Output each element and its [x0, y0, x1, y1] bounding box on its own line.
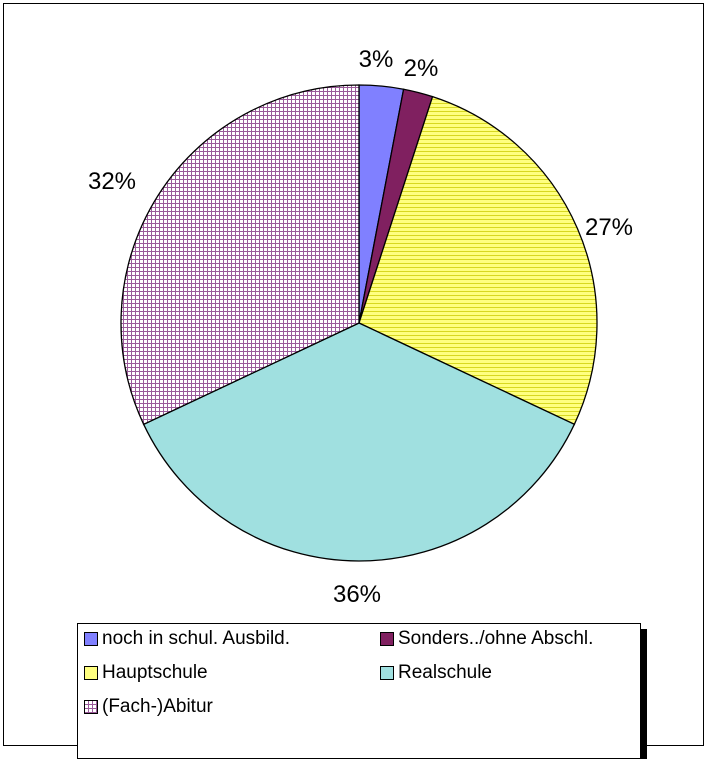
legend-label: (Fach-)Abitur: [102, 696, 213, 717]
pie-slice-realschule: [142, 322, 576, 562]
legend-item-noch-in-schul-ausbild: noch in schul. Ausbild.: [84, 628, 290, 650]
legend-item-realschule: Realschule: [380, 662, 492, 684]
legend: noch in schul. Ausbild. Sonders../ohne A…: [77, 623, 641, 759]
legend-item-hauptschule: Hauptschule: [84, 662, 208, 684]
legend-swatch: [84, 666, 98, 680]
legend-label: Hauptschule: [102, 662, 208, 683]
legend-label: Realschule: [398, 662, 492, 683]
legend-label: Sonders../ohne Abschl.: [398, 628, 594, 649]
data-label: 32%: [88, 168, 136, 195]
pie-chart: 3% 2% 27% 36% 32%: [88, 46, 633, 608]
data-label: 3%: [359, 46, 394, 73]
legend-swatch: [380, 632, 394, 646]
pie-slice-hauptschule: [358, 95, 598, 426]
legend-swatch: [84, 632, 98, 646]
legend-swatch: [84, 700, 98, 714]
data-label: 27%: [585, 214, 633, 241]
pie-slice-fach-abitur: [120, 84, 360, 426]
legend-swatch: [380, 666, 394, 680]
data-label: 36%: [333, 581, 381, 608]
legend-item-sonders-ohne-abschl: Sonders../ohne Abschl.: [380, 628, 593, 650]
legend-label: noch in schul. Ausbild.: [102, 628, 291, 649]
data-label: 2%: [404, 55, 439, 82]
legend-item-fach-abitur: (Fach-)Abitur: [84, 696, 213, 718]
chart-frame: 3% 2% 27% 36% 32% noch in schul. Ausbild. So…: [3, 3, 704, 759]
